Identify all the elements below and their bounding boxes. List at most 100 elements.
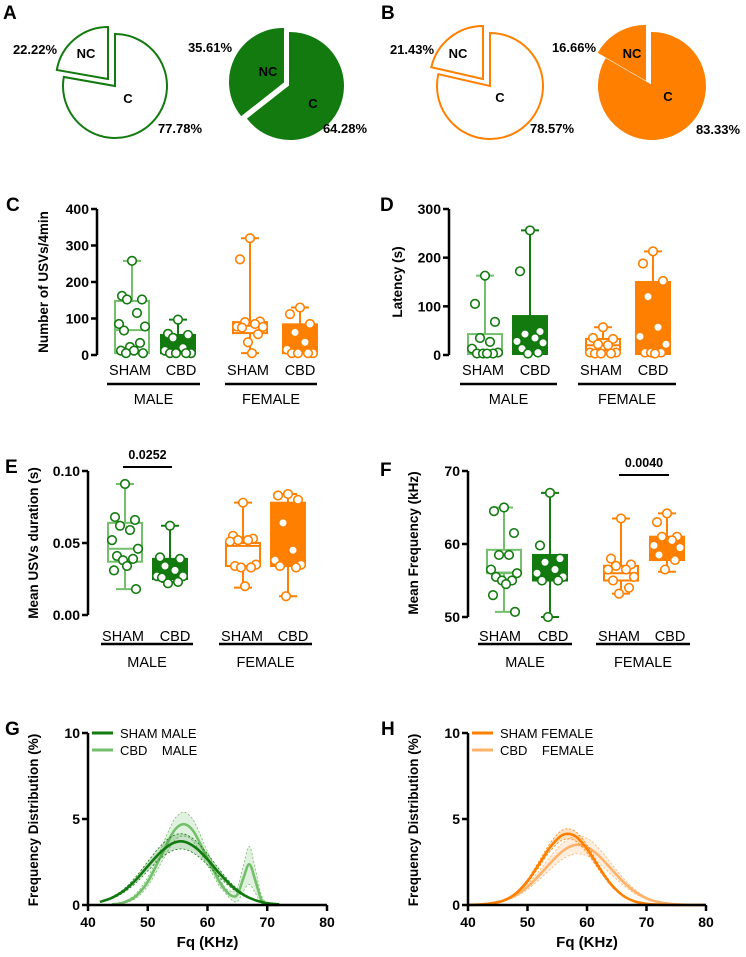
- group-label: SHAM: [580, 363, 622, 379]
- data-point: [290, 562, 302, 573]
- legend-label: SHAM MALE: [120, 726, 197, 741]
- data-point: [536, 575, 548, 586]
- x-tick-label: 70: [259, 914, 275, 930]
- box-group-2: [151, 520, 189, 589]
- data-point: [474, 332, 486, 344]
- data-point: [524, 225, 536, 236]
- data-point: [246, 348, 258, 359]
- data-point: [235, 562, 247, 573]
- legend-label: SHAM FEMALE: [500, 726, 594, 741]
- group-label: CBD: [278, 629, 309, 645]
- data-point: [508, 527, 520, 539]
- group-label: SHAM: [479, 629, 521, 645]
- data-point: [620, 564, 632, 575]
- group-label: CBD: [655, 629, 686, 645]
- data-point: [113, 318, 125, 330]
- y-axis-label: Number of USVs/4min: [36, 211, 51, 353]
- x-tick-label: 50: [520, 914, 536, 930]
- data-point: [522, 348, 534, 359]
- pie-chart-b-1: [430, 24, 544, 140]
- box-group-1: [113, 255, 151, 359]
- group-label: CBD: [285, 363, 316, 379]
- data-point: [552, 575, 564, 586]
- x-tick-label: 80: [319, 914, 335, 930]
- data-point: [172, 314, 184, 325]
- data-point: [239, 581, 251, 592]
- pie-label-c: C: [663, 89, 673, 104]
- y-tick-label: 0.05: [53, 535, 80, 551]
- data-point: [252, 329, 264, 340]
- box-group-2: [511, 225, 549, 359]
- data-point: [154, 552, 166, 563]
- data-point: [272, 490, 284, 501]
- pie-chart-a-1: [55, 25, 168, 139]
- pie-percent-nc: 22.22%: [13, 42, 58, 57]
- data-point: [134, 337, 146, 349]
- data-point: [592, 339, 604, 350]
- pie-label-nc: NC: [259, 64, 278, 79]
- sex-label: FEMALE: [598, 392, 656, 408]
- x-axis-label: Fq (KHz): [556, 934, 618, 951]
- x-axis-label: Fq (KHz): [177, 934, 239, 951]
- panel-letter-e: E: [5, 457, 18, 478]
- series-line: [99, 840, 280, 906]
- legend-label: CBD MALE: [120, 743, 198, 758]
- box-chart-d: [443, 207, 676, 386]
- data-point: [519, 328, 531, 340]
- data-point: [106, 535, 118, 546]
- data-point: [292, 494, 304, 505]
- box-group-3: [602, 513, 640, 599]
- data-point: [602, 564, 614, 575]
- data-point: [652, 322, 664, 333]
- data-point: [657, 275, 669, 287]
- data-point: [605, 553, 617, 564]
- group-label: CBD: [160, 629, 191, 645]
- pie-percent-nc: 16.66%: [552, 40, 597, 55]
- pie-slice-nc: [55, 25, 109, 81]
- data-point: [509, 606, 521, 617]
- data-point: [118, 325, 130, 336]
- data-point: [503, 549, 515, 561]
- data-point: [613, 588, 625, 599]
- data-point: [245, 562, 257, 573]
- data-point: [623, 582, 635, 593]
- data-point: [280, 591, 292, 602]
- y-tick-label: 0: [452, 897, 460, 913]
- series-2: [111, 811, 280, 907]
- data-point: [605, 348, 617, 359]
- data-point: [539, 557, 551, 568]
- pie-percent-c: 83.33%: [696, 122, 741, 137]
- data-point: [656, 531, 668, 542]
- legend-label: CBD FEMALE: [500, 743, 594, 758]
- data-point: [126, 255, 138, 266]
- y-tick-label: 200: [66, 274, 90, 290]
- panel-letter-d: D: [380, 195, 394, 216]
- data-point: [651, 516, 663, 528]
- panel-letter-f: F: [380, 460, 392, 481]
- pie-label-nc: NC: [623, 46, 642, 61]
- band-upper-edge: [99, 833, 280, 905]
- panel-letter-b: B: [381, 3, 395, 24]
- band-upper-edge: [467, 835, 707, 906]
- y-tick-label: 400: [66, 201, 90, 217]
- pie-chart-a-2: [229, 27, 344, 140]
- data-point: [244, 233, 256, 244]
- data-point: [659, 564, 671, 575]
- group-label: SHAM: [102, 629, 144, 645]
- data-point: [130, 583, 142, 595]
- data-point: [302, 348, 314, 359]
- series-line: [111, 822, 280, 907]
- y-tick-label: 60: [444, 536, 460, 552]
- data-point: [162, 578, 174, 589]
- box-group-2: [159, 314, 197, 359]
- pie-percent-nc: 35.61%: [188, 40, 233, 55]
- data-point: [648, 540, 660, 551]
- data-point: [542, 611, 554, 623]
- x-tick-label: 40: [460, 914, 476, 930]
- data-point: [156, 572, 168, 583]
- y-axis-label: Mean USVs duration (s): [26, 467, 41, 619]
- y-axis-label: Mean Frequency (kHz): [406, 471, 421, 614]
- pie-label-nc: NC: [77, 46, 96, 61]
- data-point: [628, 571, 640, 582]
- data-point: [511, 568, 523, 579]
